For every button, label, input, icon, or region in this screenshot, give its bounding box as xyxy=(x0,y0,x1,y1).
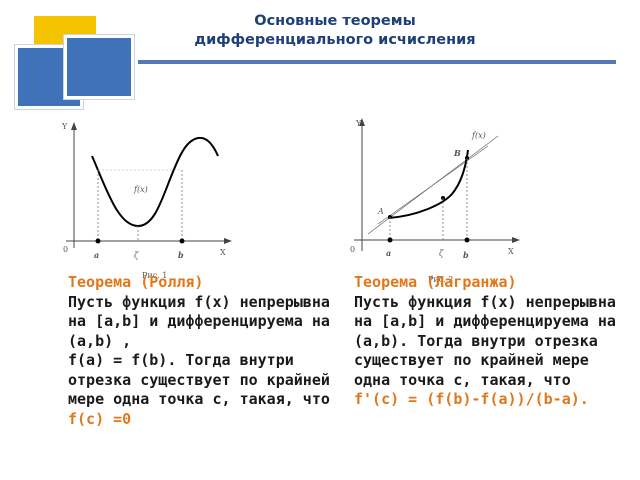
lagrange-b-label: b xyxy=(463,250,469,260)
rolle-curve xyxy=(91,136,219,228)
rolle-b-label: b xyxy=(178,250,184,260)
lagrange-B-label: B xyxy=(453,148,461,158)
rolle-y-label: Y xyxy=(61,122,68,131)
lagrange-condition: f'(c) = (f(b)-f(a))/(b-a). xyxy=(354,390,589,408)
lagrange-zeta-label: ζ xyxy=(439,249,444,258)
decor-square-blue-right xyxy=(64,35,134,99)
slide-title: Основные теоремы дифференциального исчис… xyxy=(130,12,540,50)
rolle-origin-label: 0 xyxy=(63,245,68,254)
rolle-y-arrow xyxy=(71,122,77,130)
rolle-x-label: X xyxy=(220,248,226,257)
rolle-zeta-label: ζ xyxy=(134,251,139,260)
lagrange-y-arrow xyxy=(359,118,365,126)
rolle-graph: Y X 0 a b ζ f(x) Рис. 1 xyxy=(61,122,232,280)
lagrange-caption: Рис. 2 xyxy=(428,275,453,284)
lagrange-x-arrow xyxy=(512,237,520,243)
rolle-condition: f(c) =0 xyxy=(68,409,132,428)
lagrange-point-a xyxy=(387,237,393,243)
lagrange-func-label: f(x) xyxy=(471,131,486,140)
rolle-title: Теорема (Ролля) xyxy=(68,273,204,291)
lagrange-a-label: a xyxy=(386,248,391,258)
rolle-a-label: a xyxy=(94,250,99,260)
title-line-2: дифференциального исчисления xyxy=(194,32,476,48)
rolle-point-a xyxy=(95,238,101,244)
lagrange-y-label: Y xyxy=(355,119,362,128)
rolle-body: Пусть функция f(x) непрерывна на [a,b] и… xyxy=(68,292,330,350)
lagrange-curve xyxy=(387,149,469,219)
lagrange-graph: Y X 0 A B f(x) a ζ b Рис. 2 xyxy=(350,118,520,284)
title-line-1: Основные теоремы xyxy=(254,13,416,29)
rolle-x-arrow xyxy=(224,238,232,244)
lagrange-point-b xyxy=(464,237,470,243)
rolle-theorem: Теорема (Ролля) Пусть функция f(x) непре… xyxy=(68,273,330,429)
lagrange-secant xyxy=(377,145,489,225)
lagrange-x-label: X xyxy=(508,247,514,256)
lagrange-body: Пусть функция f(x) непрерывна на [a,b] и… xyxy=(354,292,616,389)
title-underline xyxy=(138,60,616,64)
rolle-body-2: f(a) = f(b). Тогда внутри отрезка сущест… xyxy=(68,351,330,408)
rolle-caption: Рис. 1 xyxy=(142,271,167,280)
rolle-func-label: f(x) xyxy=(133,185,148,194)
lagrange-origin-label: 0 xyxy=(350,245,355,254)
lagrange-title: Теорема (Лагранжа) xyxy=(354,273,517,291)
lagrange-A-label: A xyxy=(377,207,384,216)
lagrange-theorem: Теорема (Лагранжа) Пусть функция f(x) не… xyxy=(354,273,616,410)
rolle-point-b xyxy=(179,238,185,244)
